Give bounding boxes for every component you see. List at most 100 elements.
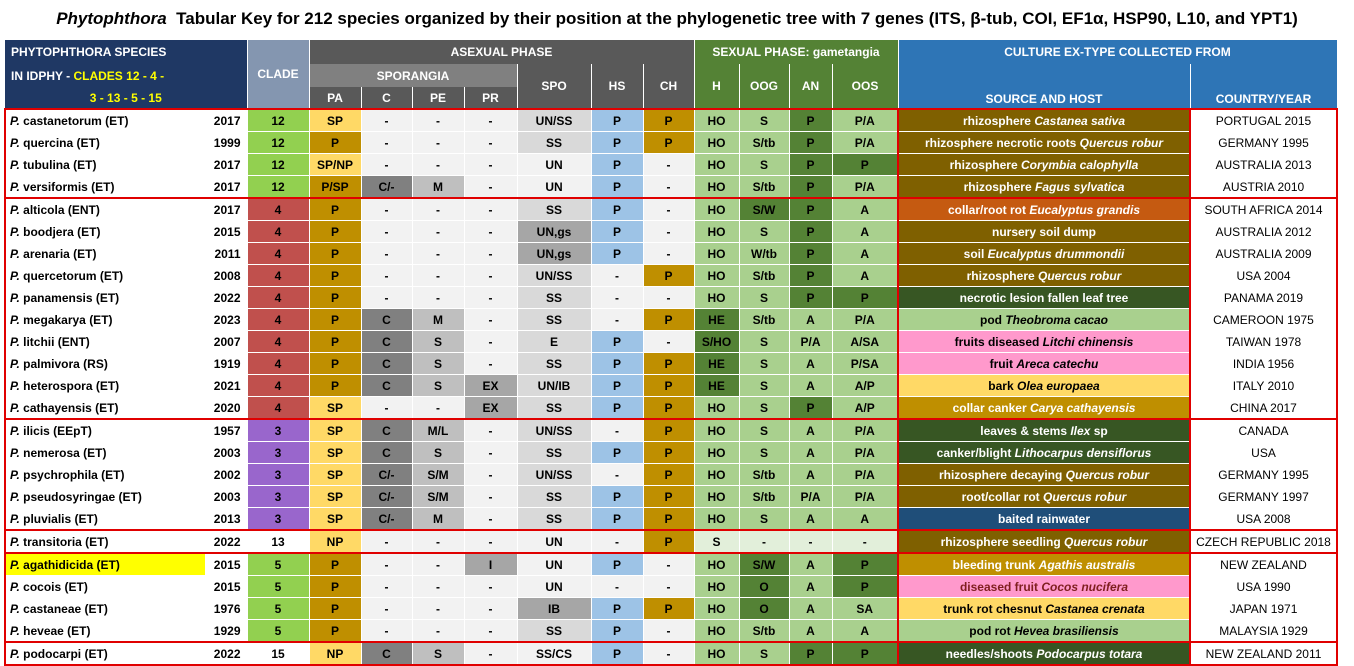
- source-host: leaves & stems Ilex sp: [897, 418, 1191, 442]
- source-text: pod: [979, 312, 1006, 327]
- country-year: CAMEROON 1975: [1189, 308, 1338, 331]
- an: A: [789, 441, 833, 464]
- table-row: P. podocarpi (ET) 2022 15 NP C S - SS/CS P - HO S P P…: [4, 641, 1338, 666]
- year: 2021: [205, 374, 248, 397]
- pr: -: [464, 485, 518, 508]
- ch: -: [643, 575, 695, 598]
- h: HO: [694, 242, 740, 265]
- pr: -: [464, 418, 518, 442]
- an: A: [789, 374, 833, 397]
- pr: -: [464, 108, 518, 132]
- oos: P/A: [832, 175, 899, 199]
- c: C: [361, 441, 413, 464]
- source-text: baited rainwater: [997, 511, 1091, 526]
- pe: -: [412, 153, 465, 176]
- spo: UN/SS: [517, 463, 592, 486]
- host-name: Hevea brasiliensis: [1013, 623, 1119, 638]
- an: A: [789, 507, 833, 531]
- oos: A/P: [832, 374, 899, 397]
- genus-abbr: P.: [10, 246, 20, 261]
- year: 2022: [205, 641, 248, 666]
- source-host: rhizosphere Corymbia calophylla: [897, 153, 1191, 176]
- ch: P: [643, 264, 695, 287]
- table-row: P. palmivora (RS) 1919 4 P C S - SS P P HE S A P/SA fr…: [4, 352, 1338, 375]
- c: C: [361, 418, 413, 442]
- clade: 4: [247, 374, 310, 397]
- spo: UN/SS: [517, 264, 592, 287]
- genus-abbr: P.: [10, 334, 20, 349]
- clade: 4: [247, 197, 310, 221]
- col-country: COUNTRY/YEAR: [1190, 64, 1338, 109]
- species-epithet: castaneae (ET): [23, 601, 108, 616]
- c: C: [361, 641, 413, 666]
- ch: P: [643, 485, 695, 508]
- pe: M: [412, 175, 465, 199]
- source-host: fruits diseased Litchi chinensis: [897, 330, 1191, 353]
- an: A: [789, 352, 833, 375]
- an: P/A: [789, 330, 833, 353]
- species-epithet: quercina (ET): [23, 135, 100, 150]
- ch: -: [643, 619, 695, 643]
- an: P: [789, 242, 833, 265]
- country-year: JAPAN 1971: [1189, 597, 1338, 620]
- ch: -: [643, 242, 695, 265]
- oos: P: [832, 575, 899, 598]
- clade: 5: [247, 619, 310, 643]
- species-subheader: IN IDPHY - CLADES 12 - 4 -: [5, 64, 248, 87]
- clade: 3: [247, 507, 310, 531]
- h: HO: [694, 463, 740, 486]
- host-name: Fagus sylvatica: [1034, 179, 1125, 194]
- host-name: Castanea crenata: [1045, 601, 1145, 616]
- clade-header: CLADE: [247, 40, 310, 109]
- spo: SS/CS: [517, 641, 592, 666]
- pa: P: [309, 242, 362, 265]
- ch: -: [643, 197, 695, 221]
- pr: -: [464, 153, 518, 176]
- species-epithet: pseudosyringae (ET): [23, 489, 142, 504]
- year: 2022: [205, 286, 248, 309]
- source-host: rhizosphere seedling Quercus robur: [897, 529, 1191, 554]
- species-name: P. tubulina (ET): [4, 153, 206, 176]
- clade: 4: [247, 308, 310, 331]
- host-suffix: sp: [1090, 423, 1108, 438]
- pr: -: [464, 529, 518, 554]
- species-epithet: transitoria (ET): [23, 534, 109, 549]
- genus-abbr: P.: [10, 646, 20, 661]
- h: HO: [694, 507, 740, 531]
- ch: P: [643, 529, 695, 554]
- species-epithet: litchii (ENT): [23, 334, 90, 349]
- pa: SP: [309, 507, 362, 531]
- source-host: rhizosphere necrotic roots Quercus robur: [897, 131, 1191, 154]
- country-year: AUSTRIA 2010: [1189, 175, 1338, 199]
- pe: S: [412, 352, 465, 375]
- species-epithet: boodjera (ET): [23, 224, 101, 239]
- hs: P: [591, 220, 644, 243]
- genus-abbr: P.: [10, 601, 20, 616]
- year: 2003: [205, 485, 248, 508]
- pe: M: [412, 308, 465, 331]
- spo: SS: [517, 131, 592, 154]
- year: 2022: [205, 529, 248, 554]
- pr: I: [464, 552, 518, 576]
- h: HE: [694, 352, 740, 375]
- country-year: SOUTH AFRICA 2014: [1189, 197, 1338, 221]
- oos: A/SA: [832, 330, 899, 353]
- pa: NP: [309, 529, 362, 554]
- hs: P: [591, 396, 644, 420]
- year: 2007: [205, 330, 248, 353]
- h: HO: [694, 220, 740, 243]
- clades-label: CLADES 12 - 4 -: [73, 68, 165, 83]
- clade: 4: [247, 352, 310, 375]
- h: S/HO: [694, 330, 740, 353]
- pa: P: [309, 131, 362, 154]
- pe: -: [412, 552, 465, 576]
- oog: S: [739, 108, 790, 132]
- table-row: P. versiformis (ET) 2017 12 P/SP C/- M - UN P - HO…: [4, 175, 1338, 199]
- an: A: [789, 463, 833, 486]
- idphy-label: IN IDPHY -: [11, 68, 74, 83]
- genus-abbr: P.: [10, 489, 20, 504]
- clade: 4: [247, 396, 310, 420]
- species-name: P. quercina (ET): [4, 131, 206, 154]
